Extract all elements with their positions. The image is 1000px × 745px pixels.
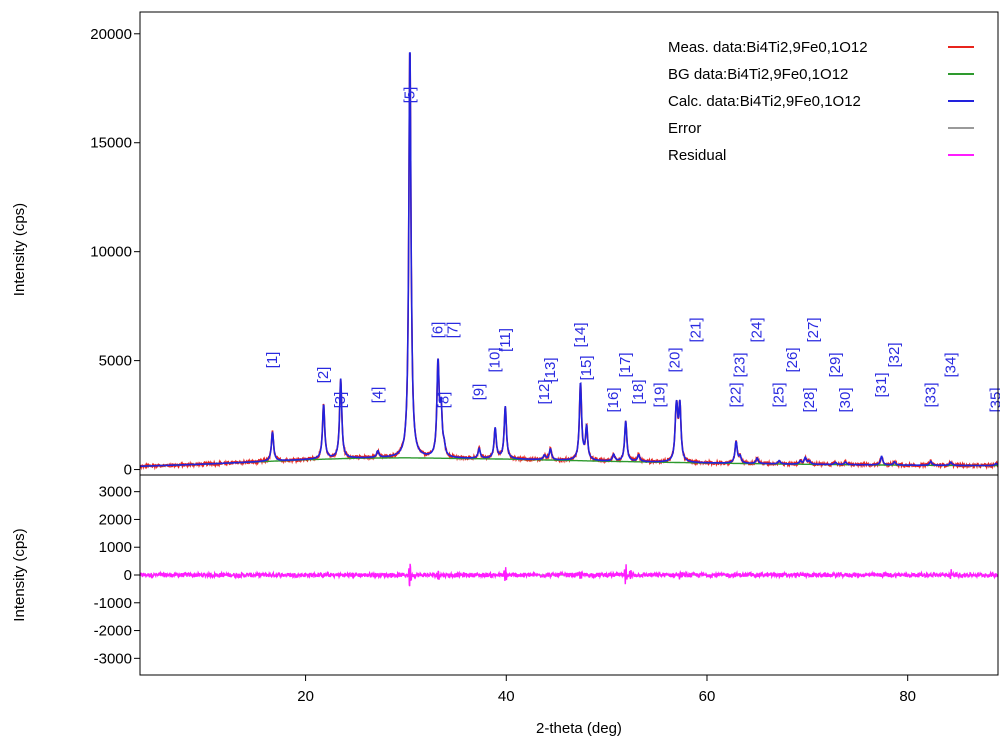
peak-label: [29] xyxy=(827,352,844,377)
x-tick-label: 60 xyxy=(699,688,716,705)
peak-label: [28] xyxy=(801,387,818,412)
peak-label: [34] xyxy=(942,352,959,377)
peak-label: [9] xyxy=(471,384,488,401)
peak-label: [33] xyxy=(922,382,939,407)
peak-label: [12] xyxy=(536,379,553,404)
top-panel: [1][2][3] [4][5][6][7][8] [9][10][11][12][… xyxy=(11,11,1000,479)
bottom-y-tick-label: 2000 xyxy=(99,511,132,528)
peak-label: [21] xyxy=(687,317,704,342)
peak-label: [4] xyxy=(369,387,386,404)
peak-label: [20] xyxy=(666,347,683,372)
calculated-series xyxy=(139,52,999,468)
peak-label: [32] xyxy=(886,342,903,367)
bottom-y-tick-label: -1000 xyxy=(94,595,132,612)
peak-label: [14] xyxy=(572,322,589,347)
peak-label: [8] xyxy=(436,392,453,409)
peak-label: [10] xyxy=(487,347,504,372)
bottom-y-tick-label: -2000 xyxy=(94,623,132,640)
top-plot-frame xyxy=(139,11,999,476)
peak-label: [31] xyxy=(873,372,890,397)
peak-label: [27] xyxy=(805,317,822,342)
peak-label: [24] xyxy=(749,317,766,342)
peak-label: [13] xyxy=(542,357,559,382)
peak-label: [3] xyxy=(332,392,349,409)
top-y-axis-label: Intensity (cps) xyxy=(11,203,28,296)
peak-label: [30] xyxy=(837,387,854,412)
legend-entry-label: Calc. data:Bi4Ti2,9Fe0,1O12 xyxy=(668,93,861,110)
legend-entry-label: Residual xyxy=(668,147,726,164)
bottom-y-axis-label: Intensity (cps) xyxy=(11,528,28,621)
bottom-y-tick-label: 0 xyxy=(124,567,132,584)
peak-label: [6] xyxy=(430,322,447,339)
x-tick-label: 40 xyxy=(498,688,515,705)
peak-label: [25] xyxy=(771,382,788,407)
top-y-tick-label: 0 xyxy=(124,462,132,479)
x-tick-label: 20 xyxy=(297,688,314,705)
top-y-tick-label: 5000 xyxy=(99,353,132,370)
x-tick-label: 80 xyxy=(899,688,916,705)
peak-label: [22] xyxy=(728,382,745,407)
legend-entry-label: Meas. data:Bi4Ti2,9Fe0,1O12 xyxy=(668,39,868,56)
peak-label: [23] xyxy=(732,352,749,377)
peak-label: [7] xyxy=(445,322,462,339)
peak-label: [11] xyxy=(497,328,514,352)
bottom-panel: -3000 -2000 -1000 0 1000 2000 3000 20 40 60 80 In… xyxy=(11,474,999,737)
peak-label: [19] xyxy=(651,382,668,407)
legend: Meas. data:Bi4Ti2,9Fe0,1O12 BG data:Bi4Ti… xyxy=(668,39,974,164)
bottom-y-tick-label: -3000 xyxy=(94,650,132,667)
bottom-y-tick-label: 1000 xyxy=(99,539,132,556)
peak-label: [1] xyxy=(264,352,281,369)
peak-label: [18] xyxy=(630,379,647,404)
measured-series xyxy=(140,53,999,471)
peak-label: [26] xyxy=(784,347,801,372)
top-y-tick-label: 15000 xyxy=(90,135,132,152)
peak-label: [35] xyxy=(987,387,1000,412)
top-y-tick-label: 10000 xyxy=(90,244,132,261)
peak-label: [5] xyxy=(401,87,418,104)
top-y-tick-label: 20000 xyxy=(90,26,132,43)
peak-label: [15] xyxy=(578,355,595,380)
residual-series xyxy=(139,563,999,587)
peak-label: [17] xyxy=(617,352,634,377)
x-axis-label: 2-theta (deg) xyxy=(536,720,622,737)
peak-label: [16] xyxy=(605,387,622,412)
bottom-y-tick-label: 3000 xyxy=(99,484,132,501)
legend-entry-label: BG data:Bi4Ti2,9Fe0,1O12 xyxy=(668,66,848,83)
legend-entry-label: Error xyxy=(668,120,701,137)
peak-label: [2] xyxy=(315,367,332,384)
